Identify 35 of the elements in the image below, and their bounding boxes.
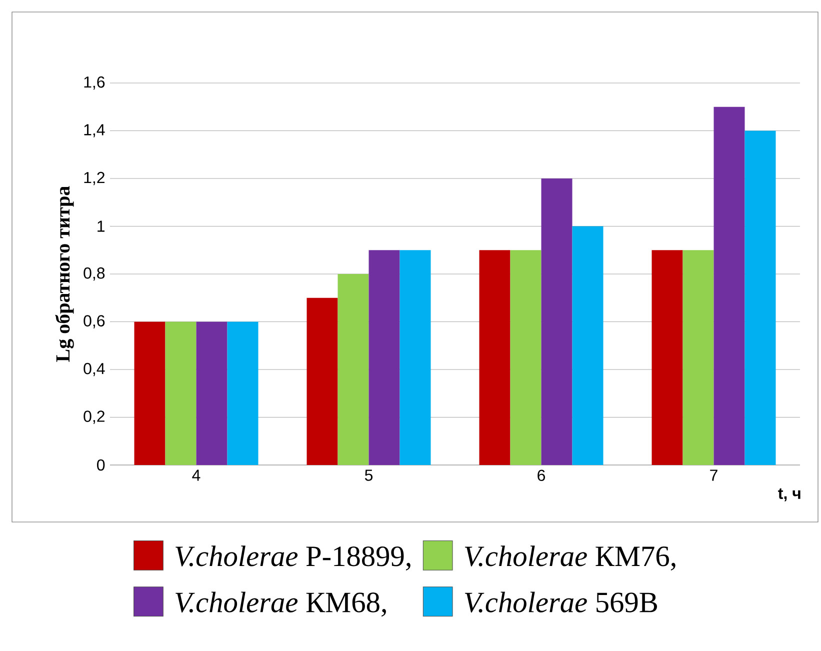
bar [368,250,400,465]
bar [338,274,369,465]
y-tick-label: 1,4 [84,124,105,138]
bar [306,298,338,465]
y-tick-label: 1 [98,220,105,232]
y-tick-label: 0,4 [84,362,105,376]
bar [227,322,258,465]
y-tick-label: 0,6 [84,315,105,328]
bar [572,226,604,465]
y-tick-label: 1,6 [84,76,105,90]
legend-label: V.cholerae КМ76, [464,546,676,570]
bar [714,106,745,465]
legend-label: V.cholerae 569В [464,592,657,613]
x-axis-title: t, ч [778,488,800,502]
bar [510,250,542,465]
y-tick-label: 0,2 [84,410,104,424]
bar [196,322,228,465]
legend-label: V.cholerae Р-18899, [176,546,410,570]
bar [165,322,196,465]
bar [479,250,510,465]
bar [744,130,776,465]
legend-label: V.cholerae КМ68, [176,592,386,617]
x-tick-label: 5 [364,470,373,481]
x-tick-label: 4 [192,470,200,481]
x-tick-label: 7 [710,470,718,481]
y-tick-label: 1,2 [84,172,104,186]
bar [541,178,572,465]
y-tick-label: 0 [97,459,105,471]
bar [652,250,683,465]
bar [134,322,166,465]
bar [400,250,431,465]
x-tick-label: 6 [538,470,545,482]
bar [682,250,714,465]
y-axis-title: Lg обратного титра [55,186,74,362]
y-tick-label: 0,8 [84,267,105,281]
